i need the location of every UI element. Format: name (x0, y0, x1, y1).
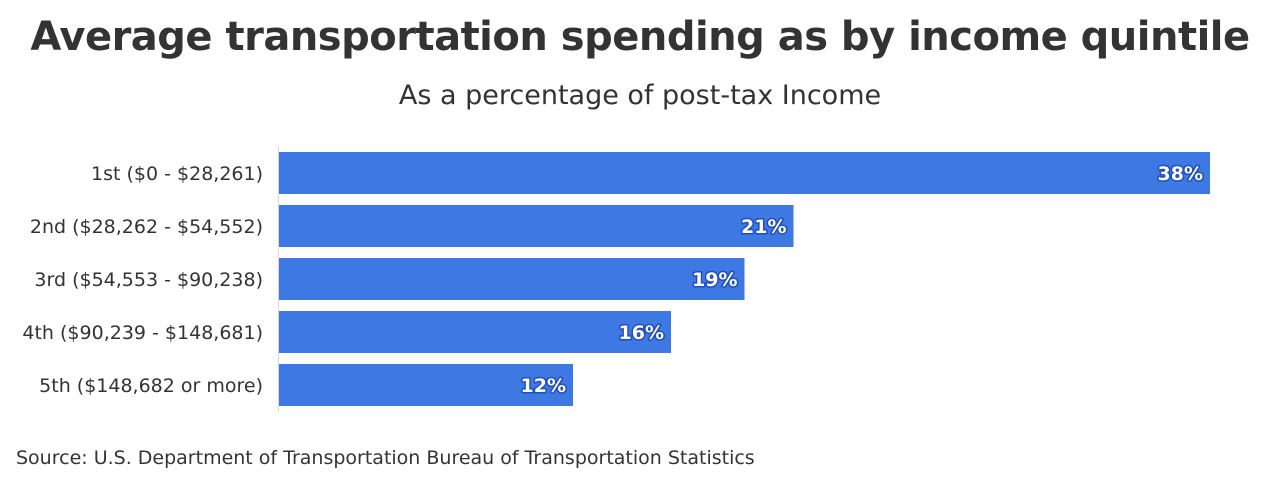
bar (279, 364, 573, 406)
category-label: 1st ($0 - $28,261) (91, 163, 263, 185)
data-label: 16% (619, 322, 664, 344)
category-label: 3rd ($54,553 - $90,238) (34, 269, 263, 291)
data-label: 12% (521, 375, 566, 397)
bar (279, 311, 671, 353)
data-label: 38% (1158, 163, 1203, 185)
category-label: 4th ($90,239 - $148,681) (22, 322, 263, 344)
chart-title: Average transportation spending as by in… (30, 14, 1250, 60)
category-label: 5th ($148,682 or more) (39, 375, 263, 397)
bar-chart: 1st ($0 - $28,261) 38% 2nd ($28,262 - $54,… (22, 146, 1210, 412)
bar (279, 205, 794, 247)
category-label: 2nd ($28,262 - $54,552) (30, 216, 263, 238)
data-label: 19% (692, 269, 737, 291)
source-note: Source: U.S. Department of Transportatio… (16, 447, 755, 469)
data-label: 21% (741, 216, 786, 238)
bar (279, 152, 1210, 194)
chart-subtitle: As a percentage of post-tax Income (398, 80, 882, 111)
bar (279, 258, 745, 300)
